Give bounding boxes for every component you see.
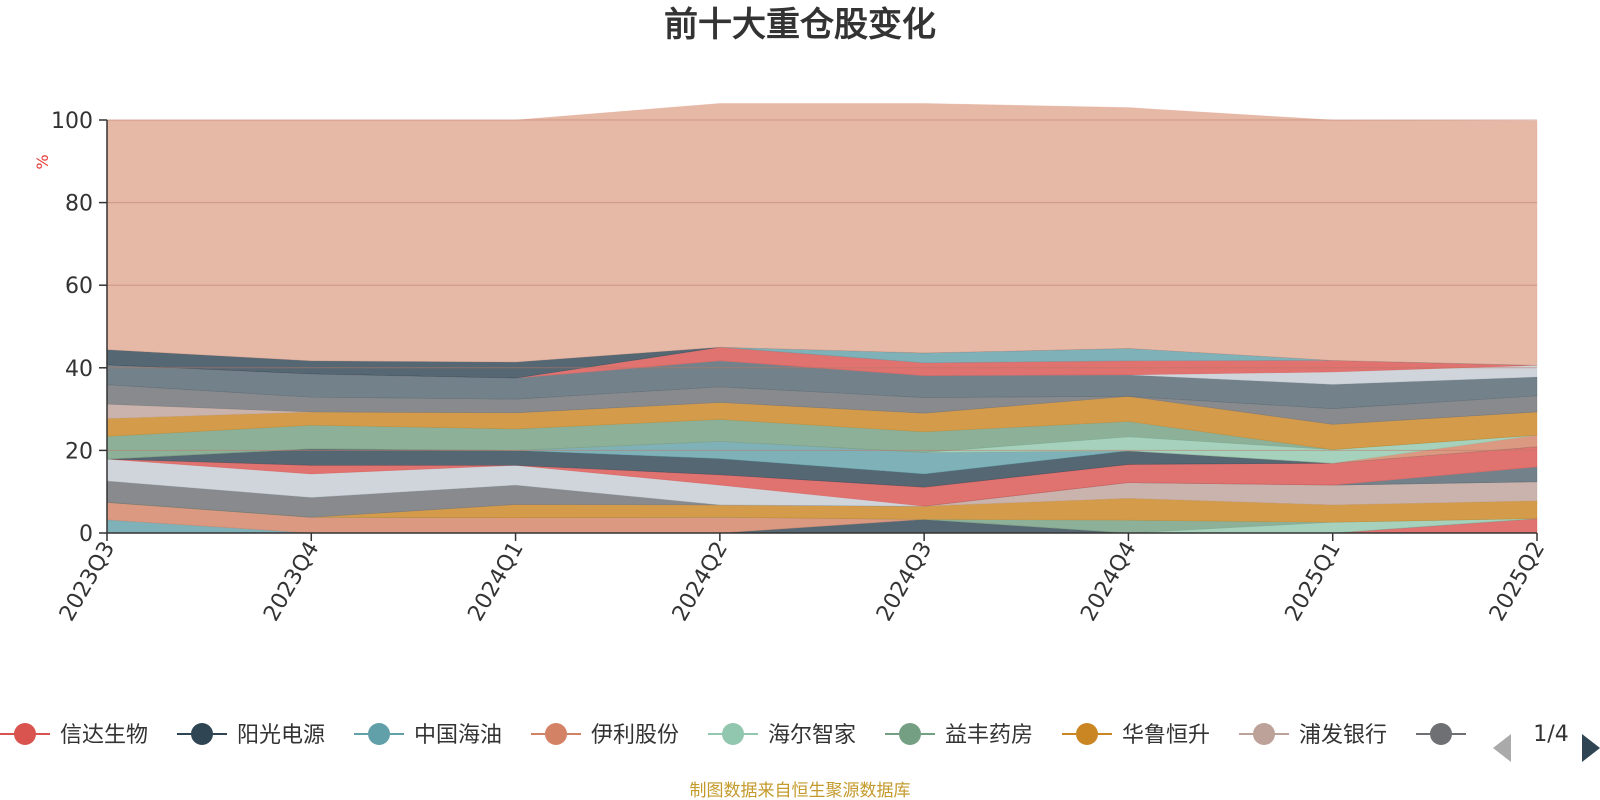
chart-title: 前十大重仓股变化 xyxy=(664,5,936,45)
legend-marker-icon xyxy=(14,723,36,745)
x-tick-label: 2023Q4 xyxy=(259,538,324,626)
legend-item[interactable]: 华鲁恒升 xyxy=(1062,723,1210,748)
legend-item[interactable]: 伊利股份 xyxy=(531,723,679,748)
legend-label: 海尔智家 xyxy=(768,723,856,748)
y-tick-label: 80 xyxy=(65,192,93,217)
x-tick-label: 2025Q1 xyxy=(1281,538,1346,626)
legend-item[interactable]: 浦发银行 xyxy=(1239,723,1387,748)
legend-item[interactable]: 海尔智家 xyxy=(708,723,856,748)
legend-item[interactable]: 益丰药房 xyxy=(885,723,1033,748)
legend-label: 中国海油 xyxy=(414,723,502,748)
y-tick-label: 60 xyxy=(65,274,93,299)
legend-marker-icon xyxy=(899,723,921,745)
x-tick-label: 2024Q2 xyxy=(668,538,733,626)
y-axis-unit: % xyxy=(33,154,52,169)
x-tick-label: 2024Q1 xyxy=(463,538,528,626)
stacked-areas xyxy=(106,103,1538,534)
y-tick-label: 0 xyxy=(79,522,93,547)
legend-overflow-mask xyxy=(1470,700,1600,770)
legend-prev-page-icon[interactable] xyxy=(1493,734,1511,762)
x-tick-label: 2024Q4 xyxy=(1076,538,1141,626)
legend-label: 伊利股份 xyxy=(591,723,679,748)
legend-label: 浦发银行 xyxy=(1299,723,1387,748)
legend-item[interactable]: 阳光电源 xyxy=(177,723,325,748)
legend-label: 信达生物 xyxy=(60,723,148,748)
legend-marker-icon xyxy=(368,723,390,745)
y-tick-label: 40 xyxy=(65,357,93,382)
x-tick-label: 2024Q3 xyxy=(872,538,937,626)
legend-item[interactable]: 中国海油 xyxy=(354,723,502,748)
legend-pager: 1/4 xyxy=(1493,722,1600,762)
legend-marker-icon xyxy=(722,723,744,745)
legend-label: 阳光电源 xyxy=(237,723,325,748)
legend-marker-icon xyxy=(1430,723,1452,745)
y-tick-label: 20 xyxy=(65,439,93,464)
legend-page-indicator: 1/4 xyxy=(1533,722,1568,747)
legend-label: 华鲁恒升 xyxy=(1122,723,1210,748)
legend-marker-icon xyxy=(191,723,213,745)
area-series-26 xyxy=(106,103,1538,366)
grid-lines xyxy=(107,119,1537,451)
legend-next-page-icon[interactable] xyxy=(1582,734,1600,762)
legend-marker-icon xyxy=(1253,723,1275,745)
legend[interactable]: 信达生物阳光电源中国海油伊利股份海尔智家益丰药房华鲁恒升浦发银行B xyxy=(0,700,1600,770)
legend-item[interactable]: 信达生物 xyxy=(0,723,148,748)
legend-marker-icon xyxy=(545,723,567,745)
x-tick-label: 2025Q2 xyxy=(1485,538,1550,626)
x-tick-label: 2023Q3 xyxy=(55,538,120,626)
legend-label: 益丰药房 xyxy=(945,723,1033,748)
legend-marker-icon xyxy=(1076,723,1098,745)
y-tick-label: 100 xyxy=(51,109,93,134)
data-source-note: 制图数据来自恒生聚源数据库 xyxy=(690,781,911,800)
